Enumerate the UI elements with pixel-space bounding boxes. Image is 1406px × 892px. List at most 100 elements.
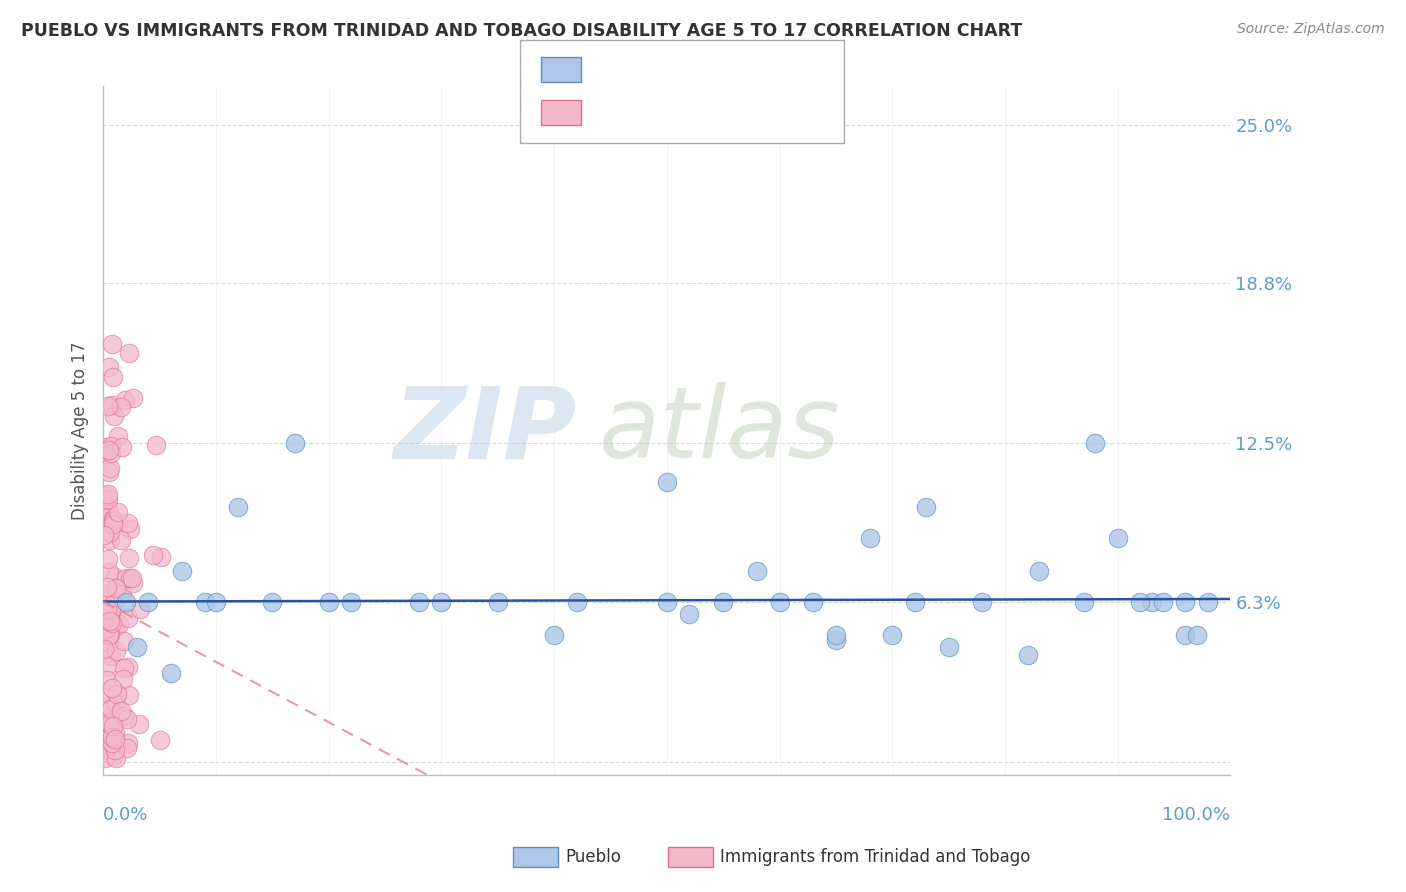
Point xyxy=(159,665,181,680)
Point xyxy=(228,500,250,515)
Point xyxy=(114,594,136,608)
Point xyxy=(111,587,134,601)
Point xyxy=(107,428,129,442)
Point xyxy=(93,447,115,461)
Point xyxy=(117,516,139,530)
Point xyxy=(1129,594,1152,608)
Point xyxy=(125,640,148,655)
Point xyxy=(115,571,138,585)
Point xyxy=(543,628,565,642)
Point xyxy=(1017,648,1039,662)
Point xyxy=(114,393,136,408)
Point xyxy=(100,602,122,616)
Point xyxy=(105,750,128,764)
Point xyxy=(100,736,122,750)
Point xyxy=(104,620,127,634)
Text: R =   0.025   N =   44: R = 0.025 N = 44 xyxy=(591,61,785,78)
Point xyxy=(100,615,122,630)
Point xyxy=(121,576,143,591)
Point xyxy=(96,500,118,514)
Point xyxy=(136,594,159,608)
Point xyxy=(121,571,143,585)
Point xyxy=(825,632,848,647)
Point xyxy=(97,699,120,714)
Point xyxy=(100,446,122,460)
Text: atlas: atlas xyxy=(599,382,841,479)
Point xyxy=(117,611,139,625)
Point xyxy=(101,730,124,744)
Point xyxy=(882,628,904,642)
Point xyxy=(149,733,172,747)
Point xyxy=(104,644,127,658)
Point xyxy=(117,736,139,750)
Point xyxy=(129,602,152,616)
Point xyxy=(118,551,141,566)
Point xyxy=(101,398,124,412)
Text: Immigrants from Trinidad and Tobago: Immigrants from Trinidad and Tobago xyxy=(720,848,1031,866)
Point xyxy=(194,594,217,608)
Point xyxy=(98,443,121,458)
Point xyxy=(825,628,848,642)
Point xyxy=(100,648,122,663)
Point xyxy=(98,533,121,548)
Point xyxy=(96,580,118,594)
Point xyxy=(1152,594,1174,608)
Point xyxy=(859,531,882,545)
Point xyxy=(486,594,509,608)
Point xyxy=(117,660,139,674)
Point xyxy=(745,564,768,578)
Point xyxy=(104,570,127,584)
Point xyxy=(94,587,117,601)
Point xyxy=(97,636,120,650)
Point xyxy=(94,607,117,621)
Point xyxy=(1028,564,1050,578)
Point xyxy=(111,441,134,455)
Point xyxy=(94,621,117,635)
Point xyxy=(110,400,132,414)
Point xyxy=(93,624,115,638)
Point xyxy=(565,594,588,608)
Point xyxy=(801,594,824,608)
Text: ZIP: ZIP xyxy=(394,382,576,479)
Point xyxy=(105,687,128,701)
Point xyxy=(112,709,135,723)
Point xyxy=(94,732,117,747)
Point xyxy=(93,641,115,656)
Text: R = -0.075   N = 104: R = -0.075 N = 104 xyxy=(591,104,779,122)
Point xyxy=(101,681,124,695)
Point xyxy=(118,522,141,536)
Point xyxy=(972,594,994,608)
Point xyxy=(150,550,173,565)
Point xyxy=(96,492,118,507)
Point xyxy=(110,533,132,548)
Point xyxy=(98,461,121,475)
Point xyxy=(1174,628,1197,642)
Point xyxy=(103,748,125,763)
Text: Source: ZipAtlas.com: Source: ZipAtlas.com xyxy=(1237,22,1385,37)
Point xyxy=(101,370,124,384)
Point xyxy=(768,594,790,608)
Point xyxy=(96,510,118,524)
Point xyxy=(284,436,307,450)
Point xyxy=(108,617,131,632)
Point xyxy=(1140,594,1163,608)
Point xyxy=(104,726,127,740)
Point xyxy=(96,490,118,504)
Point xyxy=(97,487,120,501)
Point xyxy=(128,717,150,731)
Point xyxy=(100,715,122,730)
Point xyxy=(101,719,124,733)
Text: Pueblo: Pueblo xyxy=(565,848,621,866)
Point xyxy=(408,594,430,608)
Point xyxy=(115,712,138,726)
Point xyxy=(93,751,115,765)
Point xyxy=(110,704,132,718)
Point xyxy=(96,673,118,687)
Point xyxy=(98,614,121,628)
Point xyxy=(107,505,129,519)
Point xyxy=(340,594,363,608)
Point xyxy=(97,400,120,414)
Text: 0.0%: 0.0% xyxy=(103,805,149,823)
Point xyxy=(98,627,121,641)
Point xyxy=(678,607,700,622)
